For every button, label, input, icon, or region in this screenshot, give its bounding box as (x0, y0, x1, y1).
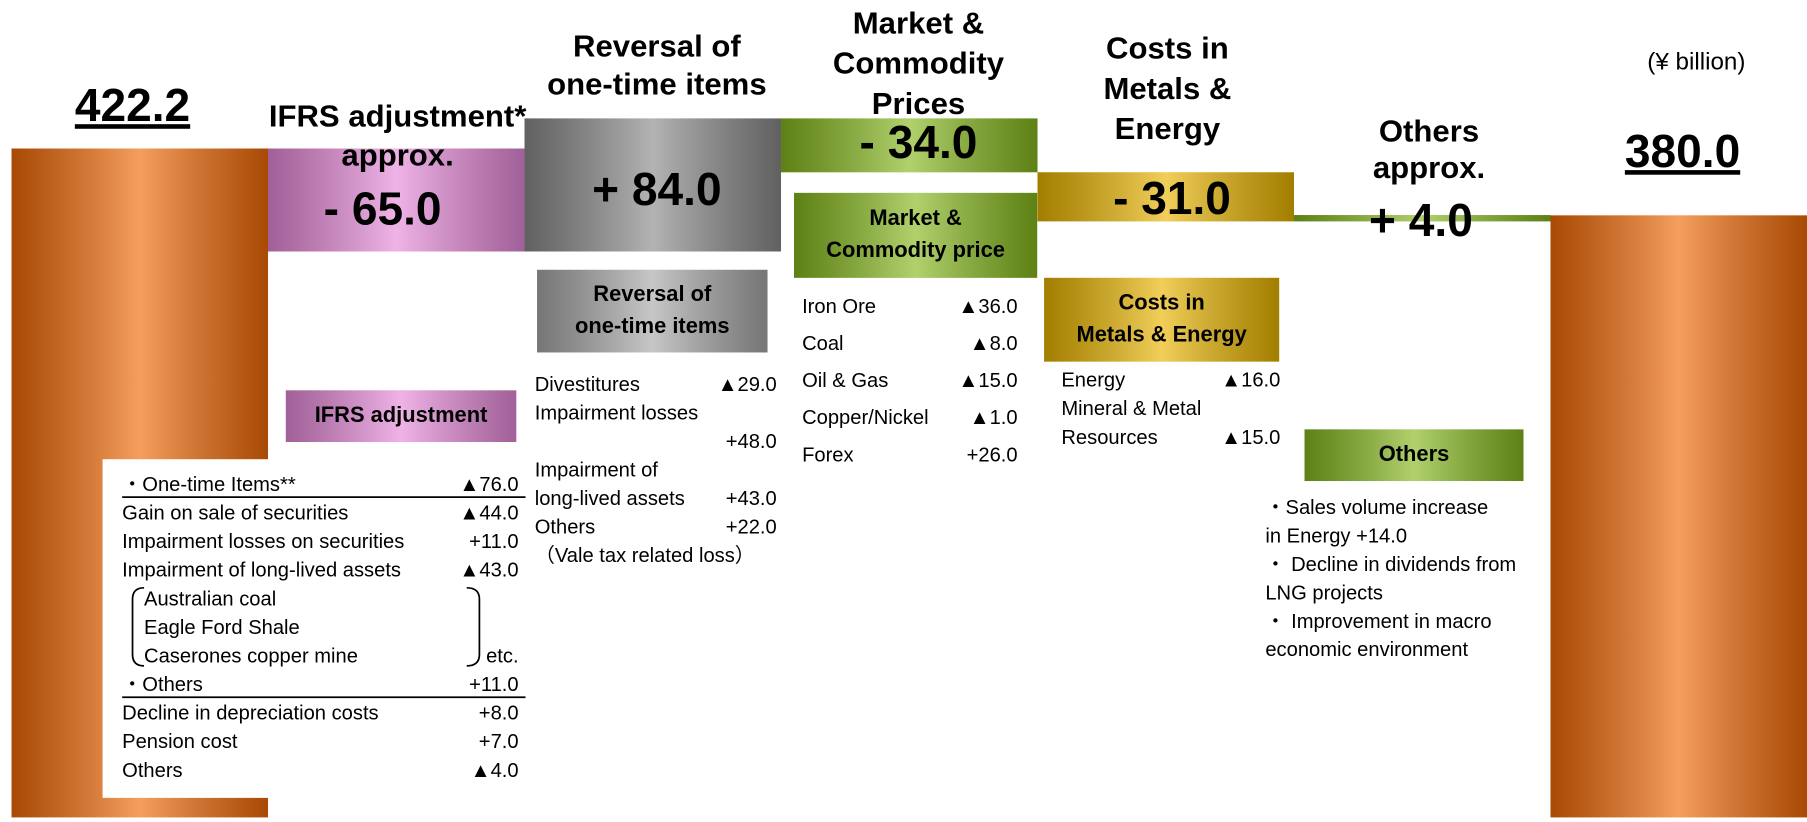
item-amount: +43.0 (726, 488, 777, 510)
bracket (131, 586, 145, 667)
category-label: approx. (341, 138, 453, 173)
item-label: Iron Ore (802, 296, 876, 318)
item-label: Oil & Gas (802, 370, 888, 392)
panel-title: one-time items (575, 313, 729, 338)
item-label: ・Others (122, 674, 203, 696)
item-label: ・ Improvement in macro (1265, 611, 1491, 633)
bar-shade (524, 118, 782, 252)
panel-header-shade (1044, 277, 1280, 362)
panel-title: Reversal of (593, 281, 712, 306)
item-label: Australian coal (144, 588, 276, 610)
value-label: - 65.0 (324, 183, 442, 235)
panel-header-shade (537, 269, 768, 353)
item-label: ・Sales volume increase (1265, 497, 1488, 519)
item-label: Forex (802, 444, 854, 466)
panel-title: Commodity price (826, 237, 1005, 262)
item-amount: ▲44.0 (459, 503, 518, 525)
category-label: Reversal of (573, 28, 741, 63)
category-label: Others (1379, 113, 1479, 148)
item-amount: ▲15.0 (1221, 427, 1280, 449)
item-label: economic environment (1265, 639, 1468, 661)
item-amount: +11.0 (469, 674, 518, 696)
item-label: ・ Decline in dividends from (1265, 554, 1516, 576)
item-label: Impairment losses on securities (122, 531, 404, 553)
item-label: Gain on sale of securities (122, 503, 348, 525)
panel-title: Costs in (1118, 289, 1204, 314)
category-label: approx. (1373, 150, 1485, 185)
category-label: Prices (872, 86, 965, 121)
item-amount: ▲16.0 (1221, 369, 1280, 391)
panel-header-shade (794, 192, 1038, 278)
item-label: Divestitures (535, 374, 640, 396)
bar-shade (781, 118, 1038, 173)
item-label: Pension cost (122, 731, 238, 753)
category-label: Commodity (833, 46, 1005, 81)
item-label: Copper/Nickel (802, 407, 929, 429)
panel-title: Metals & Energy (1077, 322, 1248, 347)
bar-shade (1294, 215, 1551, 222)
category-label: Metals & (1103, 71, 1231, 106)
panel-title: IFRS adjustment (315, 402, 488, 427)
unit-note: (¥ billion) (1647, 49, 1745, 76)
item-label: Mineral & Metal (1061, 398, 1201, 420)
item-amount: +8.0 (479, 703, 519, 725)
item-label: （Vale tax related loss） (535, 544, 755, 567)
item-label: Impairment of (535, 459, 659, 481)
value-label: 422.2 (75, 79, 190, 131)
value-label: 380.0 (1625, 125, 1740, 177)
category-label: Energy (1115, 111, 1221, 146)
category-label: Costs in (1106, 31, 1229, 66)
item-amount: ▲1.0 (970, 407, 1018, 429)
item-amount: +22.0 (726, 516, 777, 538)
item-label: Impairment of long-lived assets (122, 560, 401, 582)
panel-title: Others (1379, 441, 1450, 466)
item-amount: etc. (486, 645, 518, 667)
item-amount: ▲4.0 (471, 760, 519, 782)
item-label: LNG projects (1265, 582, 1383, 604)
item-label: Coal (802, 333, 843, 355)
item-amount: +26.0 (967, 444, 1018, 466)
panel-header-shade (1304, 429, 1524, 482)
item-label: Caserones copper mine (144, 645, 358, 667)
item-amount: +48.0 (726, 431, 777, 453)
item-amount: ▲43.0 (459, 560, 518, 582)
item-label: Impairment losses (535, 403, 698, 425)
item-label: Decline in depreciation costs (122, 703, 378, 725)
item-amount: +11.0 (469, 531, 518, 553)
item-label: Others (535, 516, 595, 538)
value-label: + 84.0 (592, 163, 721, 215)
value-label: - 34.0 (860, 116, 978, 168)
bracket (466, 586, 481, 667)
category-label: one-time items (547, 66, 767, 101)
panel-title: Market & (869, 205, 962, 230)
item-amount: ▲36.0 (958, 296, 1017, 318)
detail-background (102, 459, 528, 798)
value-label: - 31.0 (1113, 172, 1231, 224)
bar-shade (1550, 215, 1807, 818)
item-amount: ▲76.0 (459, 474, 518, 496)
category-label: IFRS adjustment* (269, 98, 527, 133)
item-amount: ▲29.0 (718, 374, 777, 396)
item-label: long-lived assets (535, 488, 685, 510)
item-label: Eagle Ford Shale (144, 617, 300, 639)
item-label: in Energy +14.0 (1265, 525, 1407, 547)
item-label: ・One-time Items** (122, 474, 296, 496)
item-label: Others (122, 760, 182, 782)
category-label: Market & (853, 5, 984, 40)
item-amount: ▲15.0 (958, 370, 1017, 392)
bar-shade (1037, 172, 1295, 222)
item-label: Resources (1061, 427, 1157, 449)
item-amount: +7.0 (479, 731, 519, 753)
item-label: Energy (1061, 369, 1126, 391)
panel-header-shade (285, 390, 517, 442)
value-label: + 4.0 (1369, 194, 1473, 246)
item-amount: ▲8.0 (970, 333, 1018, 355)
bar-shade (268, 148, 525, 252)
